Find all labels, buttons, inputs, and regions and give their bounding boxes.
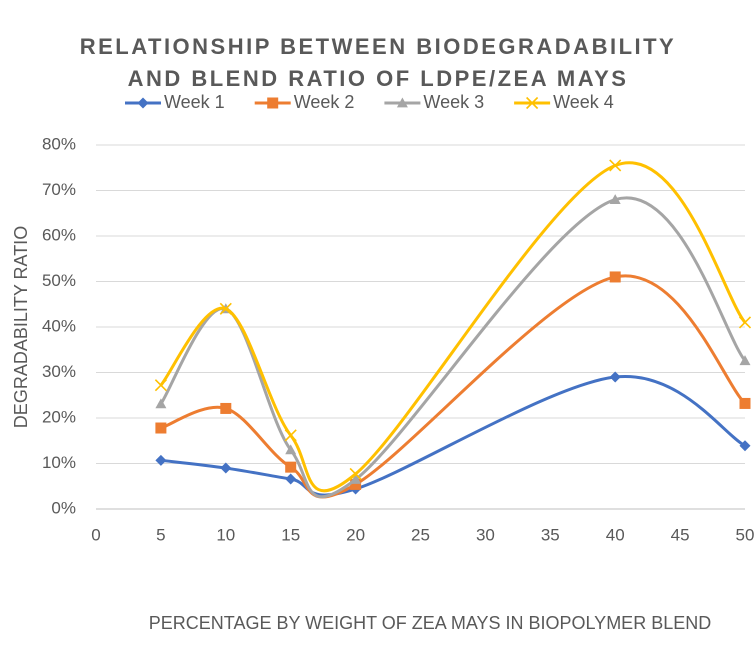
- legend-label: Week 1: [164, 92, 225, 112]
- y-tick-label: 80%: [42, 134, 76, 153]
- marker: [284, 429, 297, 442]
- chart-title: RELATIONSHIP BETWEEN BIODEGRADABILITY: [80, 34, 676, 59]
- legend-marker: [396, 97, 408, 108]
- y-tick-label: 40%: [42, 316, 76, 335]
- marker: [220, 402, 232, 414]
- legend-item: Week 4: [514, 92, 614, 112]
- marker: [155, 454, 167, 466]
- y-tick-label: 60%: [42, 225, 76, 244]
- y-tick-label: 30%: [42, 362, 76, 381]
- x-axis-title: PERCENTAGE BY WEIGHT OF ZEA MAYS IN BIOP…: [149, 613, 711, 633]
- legend-label: Week 2: [294, 92, 355, 112]
- x-tick-label: 50: [736, 525, 755, 544]
- x-tick-label: 45: [671, 525, 690, 544]
- marker: [609, 371, 621, 383]
- chart-title: AND BLEND RATIO OF LDPE/ZEA MAYS: [128, 66, 629, 91]
- marker: [285, 473, 297, 485]
- x-tick-label: 25: [411, 525, 430, 544]
- marker: [220, 462, 232, 474]
- x-tick-label: 5: [156, 525, 165, 544]
- series-line: [160, 375, 746, 497]
- marker: [739, 440, 751, 452]
- y-tick-label: 10%: [42, 453, 76, 472]
- x-tick-label: 20: [346, 525, 365, 544]
- y-axis-title: DEGRADABILITY RATIO: [11, 226, 31, 428]
- marker: [609, 194, 621, 204]
- marker: [349, 467, 362, 481]
- legend-item: Week 1: [125, 92, 225, 112]
- y-tick-label: 70%: [42, 180, 76, 199]
- marker: [350, 478, 362, 490]
- x-tick-label: 15: [281, 525, 300, 544]
- y-tick-label: 0%: [51, 498, 76, 517]
- x-tick-label: 10: [216, 525, 235, 544]
- x-tick-label: 35: [541, 525, 560, 544]
- x-tick-label: 40: [606, 525, 625, 544]
- marker: [219, 302, 232, 315]
- marker: [350, 473, 362, 484]
- marker: [609, 159, 622, 172]
- marker: [609, 271, 621, 283]
- marker: [739, 397, 751, 409]
- marker: [285, 461, 297, 473]
- legend-marker: [267, 97, 279, 109]
- x-tick-label: 30: [476, 525, 495, 544]
- marker: [154, 379, 167, 392]
- marker: [155, 398, 167, 409]
- marker: [738, 316, 752, 329]
- series-line: [159, 196, 747, 499]
- marker: [155, 422, 167, 434]
- y-tick-label: 20%: [42, 407, 76, 426]
- legend-item: Week 2: [254, 92, 355, 112]
- legend-marker: [137, 97, 149, 109]
- legend-label: Week 3: [423, 92, 484, 112]
- legend-label: Week 4: [553, 92, 614, 112]
- marker: [739, 355, 751, 366]
- legend-item: Week 3: [384, 92, 484, 112]
- legend-marker: [526, 96, 539, 110]
- y-tick-label: 50%: [42, 271, 76, 290]
- marker: [285, 444, 297, 455]
- x-tick-label: 0: [91, 525, 100, 544]
